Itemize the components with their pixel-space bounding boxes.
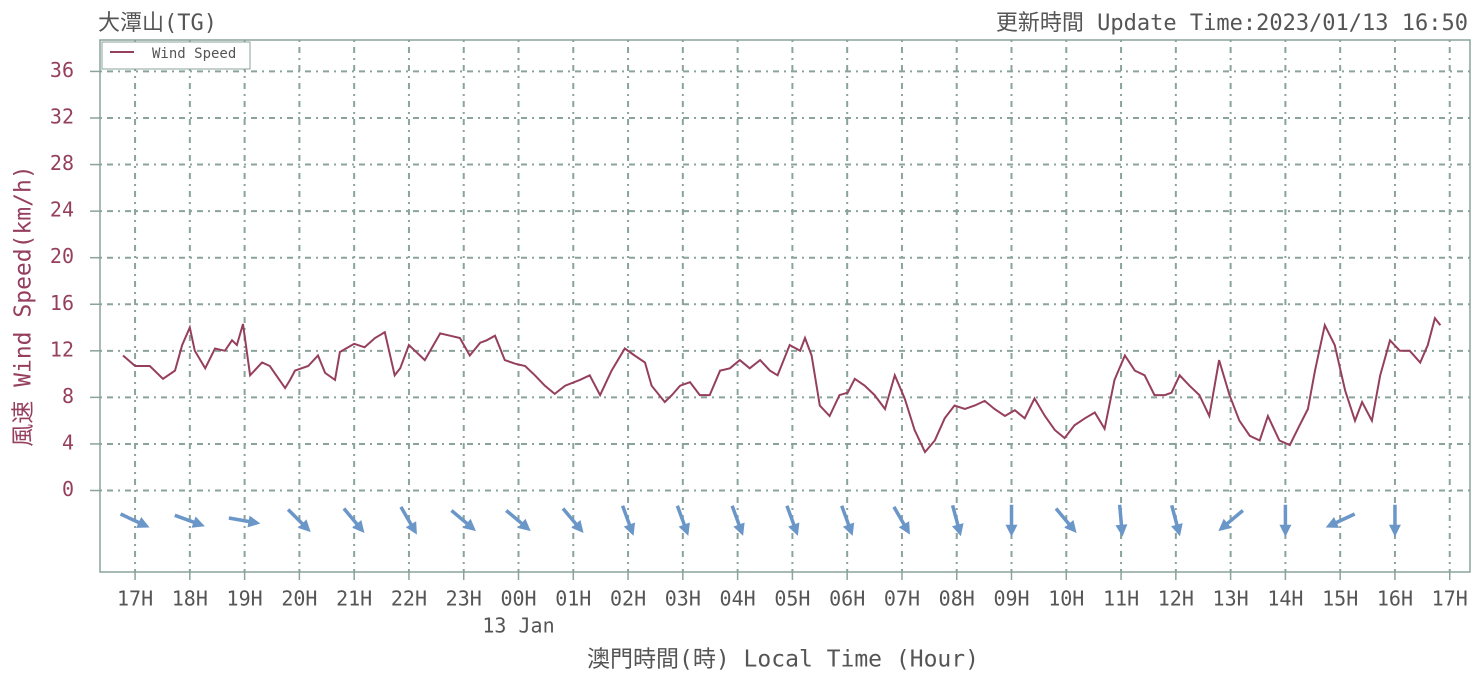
wind-speed-line [122,316,1442,454]
x-axis-title: 澳門時間(時) Local Time (Hour) [587,647,979,673]
x-tick-label: 13H [1213,587,1249,611]
arrow-head [678,522,690,536]
y-tick-label: 4 [62,430,74,454]
x-tick-label: 10H [1048,587,1084,611]
x-tick-label: 17H [117,587,153,611]
y-tick-label: 16 [50,291,74,315]
arrow-head [623,522,636,536]
x-tick-label: 23H [446,587,482,611]
x-tick-label: 19H [227,587,263,611]
x-tick-label: 16H [1377,587,1413,611]
x-tick-label: 21H [336,587,372,611]
x-tick-label: 05H [774,587,810,611]
wind-arrow [840,505,855,536]
x-tick-label: 12H [1158,587,1194,611]
arrow-head [788,522,800,536]
arrow-head [405,521,417,535]
wind-arrow [1218,509,1245,532]
arrow-head [842,522,855,536]
x-tick-label: 20H [281,587,317,611]
x-tick-label: 07H [884,587,920,611]
arrow-head [1388,524,1401,537]
arrow-head [1064,519,1077,534]
update-time: 更新時間 Update Time:2023/01/13 16:50 [996,11,1468,36]
plot-frame [99,39,1471,573]
y-tick-label: 8 [62,384,74,408]
arrow-head [352,519,365,534]
x-tick-label: 03H [665,587,701,611]
arrow-head [517,518,531,532]
arrow-head [733,522,745,536]
wind-arrow [730,505,745,536]
y-tick-label: 12 [50,337,74,361]
wind-arrow [286,508,311,533]
arrow-head [462,518,476,532]
wind-arrow [620,505,636,536]
wind-arrow [119,512,150,528]
arrow-head [297,519,311,533]
arrow-head [951,523,964,537]
arrow-head [136,517,150,528]
arrow-head [1279,524,1292,537]
x-tick-label: 17H [1432,587,1468,611]
wind-arrow [1005,504,1018,537]
y-tick-label: 20 [50,244,74,268]
arrow-head [191,516,205,528]
y-tick-label: 36 [50,58,74,82]
chart-title: 大潭山(TG) [98,11,217,36]
y-tick-label: 0 [62,477,74,501]
wind-arrow [1170,504,1183,537]
x-tick-label: 04H [720,587,756,611]
x-tick-label: 02H [610,587,646,611]
wind-arrow [785,505,800,536]
x-tick-label: 14H [1267,587,1303,611]
wind-arrow [1054,507,1077,534]
arrow-head [1171,523,1183,537]
wind-arrow [561,507,584,534]
y-tick-label: 28 [50,151,74,175]
arrow-head [1005,524,1018,537]
arrow-head [247,515,261,528]
x-tick-label: 09H [993,587,1029,611]
wind-arrow [1325,512,1356,528]
wind-arrow [342,507,365,534]
x-tick-label: 15H [1322,587,1358,611]
legend-box [101,41,251,70]
x-tick-label: 18H [172,587,208,611]
wind-arrow [1115,504,1128,537]
arrow-head [898,521,910,535]
x-tick-label: 00H [500,587,536,611]
x-tick-label: 11H [1103,587,1139,611]
wind-arrow [1279,504,1292,537]
legend-label: Wind Speed [152,46,236,62]
x-tick-label: 01H [555,587,591,611]
wind-arrow [950,504,964,537]
wind-arrow [399,506,417,535]
x-tick-label: 08H [939,587,975,611]
arrow-head [571,519,584,534]
wind-arrow [675,505,690,536]
wind-arrow [1388,504,1401,537]
wind-arrow [892,506,910,535]
y-axis-title: 風速 Wind Speed(km/h) [11,165,37,446]
arrow-head [1115,524,1128,537]
x-tick-label: 06H [829,587,865,611]
arrow-head [1218,518,1232,532]
x-tick-label: 22H [391,587,427,611]
wind-arrow [228,515,261,528]
date-annotation: 13 Jan [482,614,554,638]
wind-arrow [505,509,531,532]
y-tick-label: 32 [50,104,74,128]
wind-arrow [450,509,476,532]
wind-arrow [174,513,205,528]
y-tick-label: 24 [50,198,74,222]
arrow-head [1325,517,1340,528]
